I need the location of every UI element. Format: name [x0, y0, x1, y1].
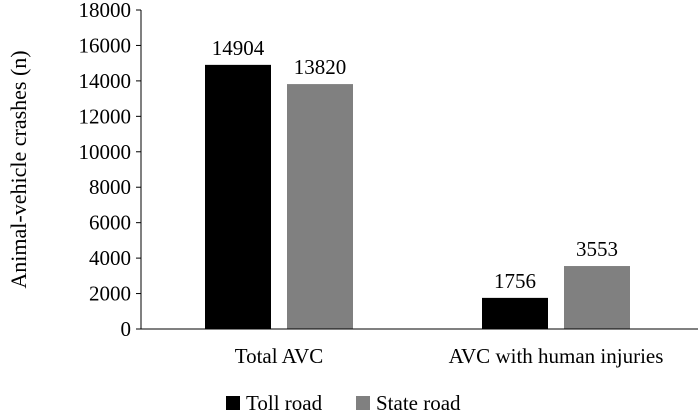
data-label: 14904	[212, 36, 265, 60]
bar-state-road	[287, 84, 353, 329]
data-label: 3553	[576, 237, 618, 261]
y-tick-label: 2000	[89, 282, 131, 306]
y-ticks: 0 2000 4000 6000 8000 10000 12000 14000 16000 180…	[79, 0, 141, 341]
legend-label: Toll road	[246, 391, 323, 414]
y-tick-label: 12000	[79, 104, 132, 128]
x-tick-label: Total AVC	[235, 344, 324, 368]
bar-toll-road	[205, 64, 271, 330]
x-tick-labels: Total AVC AVC with human injuries	[235, 344, 664, 368]
legend-swatch-state-road	[356, 396, 370, 410]
y-axis: 0 2000 4000 6000 8000 10000 12000 14000 16000 180…	[79, 0, 142, 341]
legend-swatch-toll-road	[226, 396, 240, 410]
legend-label: State road	[376, 391, 461, 414]
y-tick-label: 4000	[89, 246, 131, 270]
bar-toll-road	[482, 297, 548, 329]
bars: 14904 13820 1756 3553	[205, 36, 630, 330]
y-tick-label: 6000	[89, 211, 131, 235]
data-label: 1756	[494, 269, 536, 293]
y-tick-label: 16000	[79, 33, 132, 57]
legend: Toll road State road	[226, 391, 461, 414]
y-axis-label: Animal-vehicle crashes (n)	[6, 50, 31, 288]
y-tick-label: 18000	[79, 0, 132, 22]
data-label: 13820	[294, 55, 347, 79]
y-tick-label: 8000	[89, 175, 131, 199]
y-tick-label: 0	[121, 317, 132, 341]
y-tick-label: 14000	[79, 69, 132, 93]
x-tick-label: AVC with human injuries	[449, 344, 664, 368]
bar-state-road	[564, 266, 630, 329]
y-tick-label: 10000	[79, 140, 132, 164]
